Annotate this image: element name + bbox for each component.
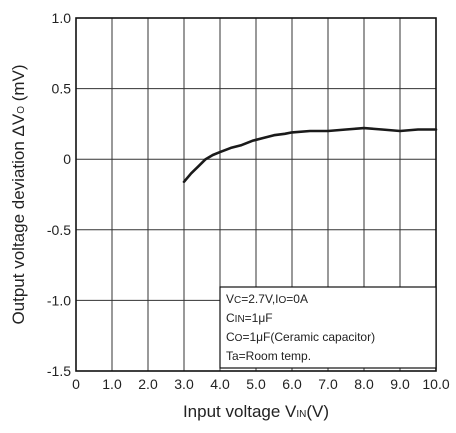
y-tick-label: 0 (63, 151, 71, 167)
x-tick-label: 2.0 (138, 376, 158, 392)
y-tick-label: 1.0 (52, 10, 72, 26)
annotation-text: =0A (286, 292, 308, 306)
annotation-text: Ta=Room temp. (226, 349, 311, 363)
annotation-line: VC=2.7V,IO=0A (226, 292, 308, 306)
annotation-frame (219, 286, 437, 369)
axis-title-subscript: IN (296, 409, 306, 420)
annotation-subscript: O (235, 333, 243, 344)
annotation-line: CIN=1μF (226, 311, 273, 325)
annotation-text: V (226, 292, 234, 306)
y-tick-label: -0.5 (47, 222, 71, 238)
annotation-subscript: IN (235, 314, 245, 325)
y-tick-labels: -1.5 -1.0 -0.5 0 0.5 1.0 (47, 10, 71, 379)
annotation-text: C (226, 311, 235, 325)
axis-title-main: Input voltage V (183, 402, 297, 421)
x-tick-label: 7.0 (318, 376, 338, 392)
x-tick-label: 10.0 (422, 376, 449, 392)
x-tick-label: 3.0 (174, 376, 194, 392)
annotation-subscript: C (234, 295, 241, 306)
x-tick-label: 9.0 (390, 376, 410, 392)
series-group (182, 126, 438, 184)
axis-title-subscript: O (16, 106, 27, 114)
annotation-subscript: O (279, 295, 287, 306)
x-tick-labels: 0 1.0 2.0 3.0 4.0 5.0 6.0 7.0 8.0 9.0 10.0 (72, 376, 450, 392)
y-axis-title: Output voltage deviation ΔVO (mV) (9, 64, 28, 324)
x-tick-label: 1.0 (102, 376, 122, 392)
axes (75, 17, 437, 372)
annotation-text: =1μF (245, 311, 273, 325)
plot-frame (75, 17, 437, 372)
y-tick-label: 0.5 (52, 81, 72, 97)
x-tick-label: 5.0 (246, 376, 266, 392)
x-tick-label: 4.0 (210, 376, 230, 392)
y-tick-label: -1.5 (47, 363, 71, 379)
annotation-text: =2.7V,I (241, 292, 278, 306)
annotation-text: =1μF(Ceramic capacitor) (242, 330, 375, 344)
x-tick-label: 6.0 (282, 376, 302, 392)
annotation-line: CO=1μF(Ceramic capacitor) (226, 330, 375, 344)
x-tick-label: 8.0 (354, 376, 374, 392)
x-axis-title: Input voltage VIN(V) (183, 402, 329, 421)
x-tick-label: 0 (72, 376, 80, 392)
axis-title-main: Output voltage deviation ΔV (9, 113, 28, 324)
annotation-line: Ta=Room temp. (226, 349, 311, 363)
axis-title-unit: (V) (306, 402, 329, 421)
series-line-0 (182, 126, 438, 184)
y-tick-label: -1.0 (47, 292, 71, 308)
axis-title-unit: (mV) (9, 64, 28, 106)
annotation-text: C (226, 330, 235, 344)
